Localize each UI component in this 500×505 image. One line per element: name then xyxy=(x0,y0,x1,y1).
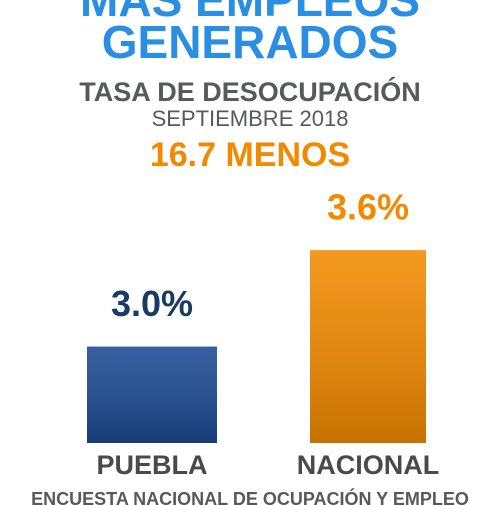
value-label: 3.6% xyxy=(327,187,409,228)
date: SEPTIEMBRE 2018 xyxy=(152,106,349,131)
bar-shade xyxy=(310,250,426,443)
category-label: PUEBLA xyxy=(96,450,207,480)
title-line: MÁS EMPLEOS xyxy=(80,0,420,26)
annotation: 16.7 MENOS xyxy=(150,136,350,174)
value-label: 3.0% xyxy=(111,283,193,324)
category-label: NACIONAL xyxy=(297,450,440,480)
title-line: GENERADOS xyxy=(102,16,398,68)
source: ENCUESTA NACIONAL DE OCUPACIÓN Y EMPLEO xyxy=(31,488,469,505)
bar-shade xyxy=(87,346,217,443)
subtitle: TASA DE DESOCUPACIÓN xyxy=(79,76,421,107)
